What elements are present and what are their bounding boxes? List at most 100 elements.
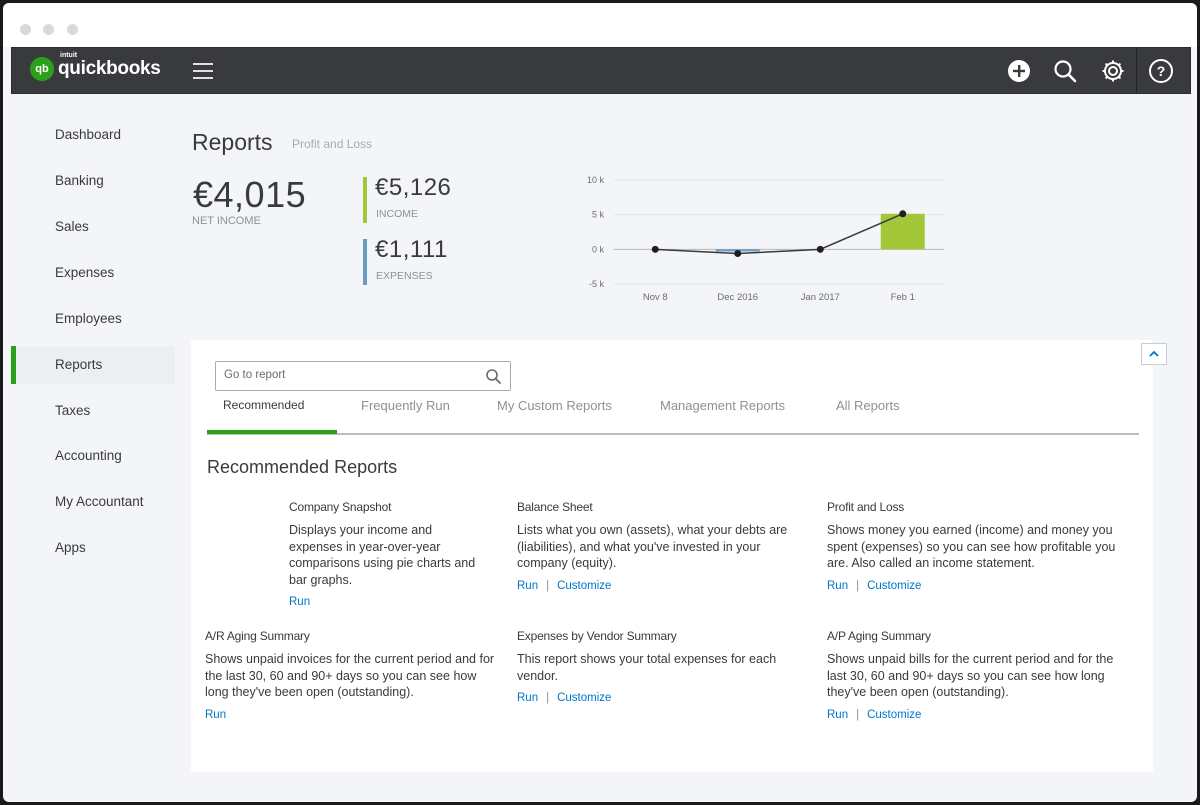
chart-x-tick: Feb 1 xyxy=(891,292,915,303)
report-description: Lists what you own (assets), what your d… xyxy=(517,523,788,570)
report-card-ap-aging-summary: A/P Aging Summary Shows unpaid bills for… xyxy=(827,629,1119,721)
chart-y-tick: 0 k xyxy=(592,244,605,254)
chart-point xyxy=(816,245,824,253)
tab-divider xyxy=(207,433,1139,435)
search-icon[interactable] xyxy=(1052,58,1078,84)
run-link[interactable]: Run xyxy=(517,579,539,592)
chart-point xyxy=(899,210,907,218)
chart-y-tick: 5 k xyxy=(592,210,605,220)
run-link[interactable]: Run xyxy=(517,692,539,704)
window-close-dot[interactable] xyxy=(20,24,31,35)
tab-all-reports[interactable]: All Reports xyxy=(836,398,900,413)
go-to-report-input[interactable]: Go to report xyxy=(215,361,511,391)
expenses-indicator-bar xyxy=(363,239,367,285)
profit-loss-chart: 10 k 5 k 0 k -5 k Nov 8 Dec 2016 Jan 2017 Feb 1 xyxy=(587,175,944,303)
income-indicator-bar xyxy=(363,177,367,223)
tab-frequently-run[interactable]: Frequently Run xyxy=(361,398,450,413)
sidebar-item-taxes[interactable]: Taxes xyxy=(11,392,175,430)
page-subtitle[interactable]: Profit and Loss xyxy=(292,137,373,151)
net-income-label: NET INCOME xyxy=(192,215,261,227)
report-card-balance-sheet: Balance Sheet Lists what you own (assets… xyxy=(517,500,807,592)
active-tab-indicator xyxy=(207,430,337,434)
tab-management-reports[interactable]: Management Reports xyxy=(660,398,786,413)
report-card-profit-and-loss: Profit and Loss Shows money you earned (… xyxy=(827,500,1116,592)
sidebar-item-my-accountant[interactable]: My Accountant xyxy=(11,483,175,521)
svg-text:?: ? xyxy=(1157,63,1166,79)
window-titlebar xyxy=(3,3,1197,47)
sidebar-nav: Dashboard Banking Sales Expenses Employe… xyxy=(11,95,183,802)
sidebar-item-label: Accounting xyxy=(55,448,122,463)
section-title: Recommended Reports xyxy=(207,457,398,477)
chevron-up-icon xyxy=(1149,350,1159,357)
hamburger-menu-icon[interactable] xyxy=(193,63,213,79)
sidebar-item-label: Expenses xyxy=(55,265,115,280)
sidebar-item-sales[interactable]: Sales xyxy=(11,208,175,246)
collapse-button[interactable] xyxy=(1141,343,1167,365)
sidebar-item-label: Reports xyxy=(55,357,103,372)
sidebar-item-employees[interactable]: Employees xyxy=(11,300,175,338)
tab-recommended[interactable]: Recommended xyxy=(223,398,305,412)
sidebar-item-label: Apps xyxy=(55,540,86,555)
report-description: This report shows your total expenses fo… xyxy=(517,652,777,683)
create-plus-icon[interactable] xyxy=(1006,58,1032,84)
sidebar-item-label: Sales xyxy=(55,219,89,234)
chart-line xyxy=(655,213,904,255)
report-title[interactable]: A/P Aging Summary xyxy=(827,629,931,643)
sidebar-item-label: Employees xyxy=(55,311,122,326)
report-card-ar-aging-summary: A/R Aging Summary Shows unpaid invoices … xyxy=(205,629,497,721)
page-title: Reports xyxy=(192,129,273,155)
tab-my-custom-reports[interactable]: My Custom Reports xyxy=(497,398,612,413)
chart-y-tick: 10 k xyxy=(587,175,605,185)
top-navigation-bar: qb intuit quickbooks xyxy=(11,47,1191,94)
income-value: €5,126 xyxy=(375,174,452,201)
sidebar-item-expenses[interactable]: Expenses xyxy=(11,254,175,292)
chart-bar xyxy=(880,213,925,250)
run-link[interactable]: Run xyxy=(827,708,849,721)
sidebar-item-dashboard[interactable]: Dashboard xyxy=(11,116,175,154)
search-icon[interactable] xyxy=(485,368,502,385)
report-title[interactable]: Balance Sheet xyxy=(517,500,593,514)
sidebar-item-label: Dashboard xyxy=(55,127,122,142)
run-link[interactable]: Run xyxy=(827,579,849,592)
sidebar-item-label: My Accountant xyxy=(55,494,144,509)
report-description: Shows unpaid invoices for the current pe… xyxy=(205,652,495,699)
expenses-label: EXPENSES xyxy=(376,270,433,282)
logo-name: quickbooks xyxy=(58,58,161,79)
window-minimize-dot[interactable] xyxy=(43,24,54,35)
customize-link[interactable]: Customize xyxy=(557,579,612,592)
sidebar-item-banking[interactable]: Banking xyxy=(11,162,175,200)
report-title[interactable]: Company Snapshot xyxy=(289,500,392,514)
run-link[interactable]: Run xyxy=(205,708,227,721)
sidebar-item-label: Taxes xyxy=(55,403,91,418)
report-description: Displays your income and expenses in yea… xyxy=(289,523,476,587)
report-title[interactable]: Profit and Loss xyxy=(827,500,905,514)
net-income-value: €4,015 xyxy=(193,174,307,215)
window-zoom-dot[interactable] xyxy=(67,24,78,35)
qb-logo-icon: qb xyxy=(30,57,54,81)
chart-y-tick: -5 k xyxy=(589,279,605,289)
report-description: Shows money you earned (income) and mone… xyxy=(827,523,1116,570)
sidebar-item-apps[interactable]: Apps xyxy=(11,529,175,567)
sidebar-item-label: Banking xyxy=(55,173,104,188)
help-icon[interactable]: ? xyxy=(1148,58,1174,84)
customize-link[interactable]: Customize xyxy=(867,579,922,592)
sidebar-item-reports[interactable]: Reports xyxy=(11,346,175,384)
customize-link[interactable]: Customize xyxy=(867,708,922,721)
search-placeholder: Go to report xyxy=(224,369,286,381)
gear-icon[interactable] xyxy=(1100,58,1126,84)
sidebar-item-accounting[interactable]: Accounting xyxy=(11,437,175,475)
report-card-expenses-by-vendor: Expenses by Vendor Summary This report s… xyxy=(517,629,813,704)
chart-x-tick: Dec 2016 xyxy=(717,292,758,303)
income-label: INCOME xyxy=(376,208,418,220)
run-link[interactable]: Run xyxy=(289,596,311,608)
intuit-label: intuit xyxy=(60,52,78,59)
report-description: Shows unpaid bills for the current perio… xyxy=(827,652,1114,699)
topbar-divider xyxy=(1136,48,1137,93)
report-title[interactable]: Expenses by Vendor Summary xyxy=(517,629,677,643)
report-title[interactable]: A/R Aging Summary xyxy=(205,629,310,643)
customize-link[interactable]: Customize xyxy=(557,692,612,704)
quickbooks-logo[interactable]: qb intuit quickbooks xyxy=(30,52,161,81)
expenses-value: €1,111 xyxy=(375,236,448,263)
reports-panel: Go to report Recommended Frequently Run … xyxy=(191,340,1167,772)
report-card-company-snapshot: Company Snapshot Displays your income an… xyxy=(289,500,479,608)
